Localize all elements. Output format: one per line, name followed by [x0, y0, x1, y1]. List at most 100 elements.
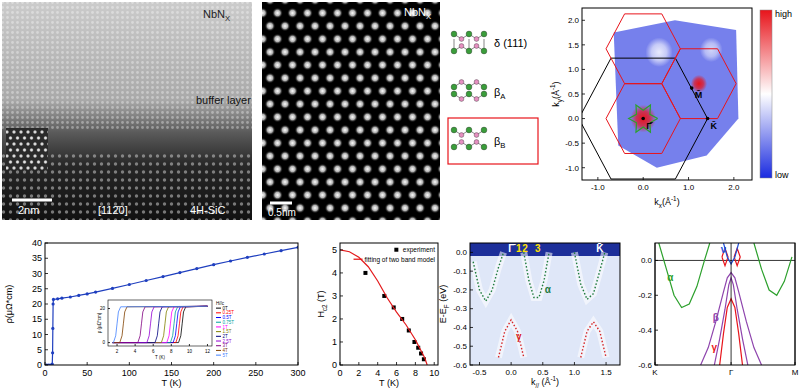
axes-overlay: KΓM0.0-0.2-0.4-0.6αβγν: [638, 243, 798, 377]
y-tick-label: -0.6: [638, 361, 652, 370]
x-axis-label: T (K): [162, 378, 182, 388]
legend-swatch: [394, 248, 398, 252]
series-line: [113, 306, 208, 342]
x-tick: [377, 362, 378, 365]
plot-frame: [108, 300, 212, 346]
y-tick: [340, 318, 343, 319]
marker: [77, 294, 80, 297]
y-tick: [582, 20, 585, 21]
x-tick: [129, 362, 130, 365]
axes: -0.50.00.51.01.50.0-0.1-0.2-0.3-0.4-0.5-…: [438, 243, 620, 388]
material-label: NbNX: [203, 8, 230, 23]
x-tick-label: 1.0: [683, 183, 695, 192]
series-line: [113, 306, 208, 342]
x-tick-label: 4: [134, 349, 137, 354]
series-line: [340, 250, 427, 365]
x-tick-label: 150: [164, 368, 179, 378]
stem-image: [262, 2, 440, 220]
marker: [212, 263, 215, 266]
legend-entry: fitting of two band model: [365, 256, 436, 264]
x-tick: [479, 362, 480, 365]
x-tick-label: 12: [205, 349, 211, 354]
structure-label: βB: [494, 135, 505, 150]
legend-swatch: [216, 350, 221, 351]
legend-swatch: [216, 322, 221, 323]
colorbar-label: high: [775, 9, 792, 19]
y-tick-label: -0.6: [453, 361, 467, 370]
x-tick-label: 0.0: [638, 183, 650, 192]
x-tick-label: -0.5: [473, 368, 487, 377]
y-axis-label: ρ(μΩ*cm): [4, 285, 14, 324]
x-tick-label: 0: [42, 368, 47, 378]
y-tick-label: 3: [332, 291, 337, 301]
atom: [466, 48, 472, 54]
scale-bar: [12, 199, 52, 202]
x-tick: [255, 362, 256, 365]
x-axis-label-part: ): [677, 197, 680, 207]
brillouin-zone: [606, 14, 680, 84]
y-tick-label: 0.0: [456, 248, 468, 257]
stem-lattice: [2, 2, 252, 130]
axes-overlay: 0501001502002503000510152025303540T (K)ρ…: [4, 238, 306, 388]
marker: [161, 275, 164, 278]
stem-lattice: [262, 2, 440, 220]
x-tick-label: 250: [248, 368, 263, 378]
series-line: [473, 252, 605, 301]
marker: [51, 327, 54, 330]
plot-area: [655, 243, 795, 365]
y-tick-label: 20: [100, 306, 106, 311]
atom: [451, 91, 457, 97]
y-tick: [470, 289, 473, 290]
x-tick: [606, 362, 607, 365]
y-tick: [582, 167, 585, 168]
x-tick: [795, 362, 796, 365]
x-tick: [340, 362, 341, 365]
y-tick-label: 25: [32, 284, 42, 294]
axes-overlay: 24681012020T (K)ρ (μΩ*cm)H//c0T0.25T0.5T…: [97, 300, 235, 360]
x-tick-label: 8: [170, 349, 173, 354]
atom: [474, 44, 479, 49]
x-tick: [733, 177, 734, 180]
material-label-part: X: [426, 12, 431, 21]
x-tick-label: 6: [394, 368, 399, 378]
y-tick: [45, 319, 48, 320]
legend-swatch: [216, 312, 221, 313]
y-tick-label: -0.4: [638, 326, 652, 335]
crystal-structure: βB: [448, 118, 538, 164]
marker: [280, 249, 283, 252]
y-tick: [108, 342, 110, 343]
y-axis-label-part: (T): [316, 290, 326, 304]
x-tick: [511, 362, 512, 365]
k-point-label: Γ̄: [646, 121, 653, 131]
y-tick: [45, 349, 48, 350]
x-tick: [207, 344, 208, 346]
x-tick: [171, 344, 172, 346]
x-tick-label: 2.0: [728, 183, 740, 192]
x-tick: [597, 177, 598, 180]
axes-overlay: 0246810012345T (K)Hc2 (T)experimentfitti…: [316, 243, 439, 388]
x-axis-label-part: (Å: [539, 377, 551, 387]
atom: [466, 31, 472, 37]
legend-swatch: [216, 308, 221, 309]
atom: [451, 127, 457, 133]
y-tick: [655, 295, 658, 296]
structure-label-part: δ (111): [494, 37, 527, 49]
x-tick-label: 50: [82, 368, 92, 378]
stem-image: [2, 2, 252, 220]
plot-frame: [340, 243, 438, 365]
legend-swatch: [216, 331, 221, 332]
crystal-structure: δ (111): [451, 31, 527, 54]
k-point: [706, 117, 710, 121]
y-axis-label-part: (eV): [438, 285, 448, 305]
x-tick: [298, 362, 299, 365]
series-line: [113, 306, 208, 342]
x-tick-label: -1.0: [591, 183, 605, 192]
band-intensity: [473, 252, 605, 301]
y-tick: [45, 273, 48, 274]
series-line: [113, 306, 208, 342]
x-axis-label: T (K): [379, 378, 399, 388]
y-tick: [340, 272, 343, 273]
atom: [451, 48, 457, 54]
scale-bar-label: 2nm: [18, 204, 39, 216]
annotation: γ: [516, 331, 522, 342]
